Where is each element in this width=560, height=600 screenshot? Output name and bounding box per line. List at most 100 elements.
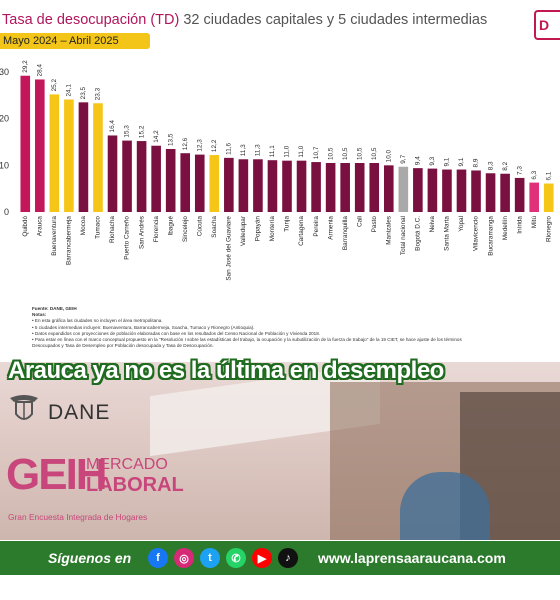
- category-label: San Andrés: [138, 216, 145, 249]
- category-label: Sincelejo: [182, 216, 189, 242]
- category-label: Inírida: [516, 216, 523, 234]
- category-label: Pasto: [371, 216, 378, 233]
- notes-line: Desocupados y Tasa de Desempleo por Pobl…: [32, 343, 214, 349]
- bar: [296, 160, 307, 212]
- headline-text: Arauca ya no es la última en desempleo: [8, 357, 444, 384]
- bar-chart: 0 10 20 30 29,2 Quibdó 28,4 Arauca 25,2 Buenavent…: [0, 60, 554, 281]
- geih-subtitle: Gran Encuesta Integrada de Hogares: [8, 512, 148, 522]
- bar-value-label: 11,6: [226, 142, 233, 154]
- bar: [165, 149, 176, 212]
- bar: [267, 160, 278, 212]
- background-photo: [0, 362, 560, 540]
- geih-logo: GEIH MERCADO LABORAL Gran Encuesta Integ…: [6, 450, 206, 530]
- bar-value-label: 29,2: [22, 60, 29, 73]
- bar: [224, 157, 234, 212]
- category-label: Cartagena: [298, 216, 305, 246]
- bar-value-label: 9,4: [415, 156, 422, 165]
- category-label: Riohacha: [109, 216, 116, 243]
- bar: [180, 153, 191, 212]
- category-label: Soacha: [211, 216, 218, 238]
- bar-value-label: 8,3: [487, 161, 494, 170]
- category-label: Cúcuta: [196, 216, 203, 237]
- category-label: Barrancabermeja: [66, 216, 73, 265]
- bar-value-label: 9,3: [429, 156, 436, 165]
- category-label: Barranquilla: [342, 216, 349, 251]
- website-link[interactable]: www.laprensaaraucana.com: [318, 550, 506, 566]
- laboral-text: LABORAL: [86, 474, 184, 496]
- dane-wordmark: DANE: [48, 401, 111, 424]
- category-label: Bogotá D.C.: [415, 216, 422, 251]
- bar: [93, 103, 103, 212]
- category-label: Quibdó: [22, 216, 29, 237]
- category-label: Montería: [269, 216, 276, 242]
- bar-value-label: 11,0: [298, 145, 305, 157]
- notes-line: • Para estar en línea con el marco conce…: [32, 337, 462, 343]
- youtube-icon[interactable]: ▶: [252, 548, 272, 568]
- category-label: Medellín: [502, 216, 509, 241]
- bar-value-label: 10,5: [327, 147, 334, 160]
- y-tick-label: 20: [0, 114, 9, 124]
- bottom-strip: [0, 575, 560, 600]
- chart-panel: Tasa de desocupación (TD) 32 ciudades ca…: [0, 10, 560, 349]
- bar-value-label: 28,4: [36, 64, 43, 77]
- twitter-icon[interactable]: t: [200, 548, 220, 568]
- bar: [136, 141, 147, 212]
- bar: [427, 168, 438, 212]
- bar: [107, 135, 118, 212]
- bar: [456, 169, 467, 212]
- bar-value-label: 15,2: [138, 125, 145, 138]
- bar: [64, 99, 74, 212]
- social-links: f ◎ t ✆ ▶ ♪: [148, 548, 298, 568]
- bar-value-label: 15,3: [124, 125, 131, 138]
- bar-value-label: 25,2: [51, 79, 58, 92]
- bar-value-label: 23,3: [95, 87, 102, 100]
- bar: [398, 166, 409, 212]
- category-label: Bucaramanga: [487, 216, 494, 256]
- bar: [514, 177, 525, 212]
- bar-value-label: 6,3: [531, 170, 538, 179]
- bar-value-label: 7,3: [516, 166, 523, 175]
- category-label: Tunja: [284, 216, 291, 232]
- bar: [369, 163, 380, 212]
- bar: [151, 145, 161, 212]
- y-tick-label: 30: [0, 67, 9, 77]
- category-label: Pereira: [313, 216, 320, 237]
- bar: [543, 183, 554, 212]
- category-label: Total nacional: [400, 216, 407, 255]
- category-label: Manizales: [385, 216, 392, 245]
- category-label: Ibagué: [167, 216, 174, 236]
- bar: [122, 140, 132, 212]
- bar-value-label: 23,5: [80, 86, 87, 99]
- geih-mark: GEIH: [6, 450, 108, 499]
- facebook-icon[interactable]: f: [148, 548, 168, 568]
- headline: Arauca ya no es la última en desempleo: [0, 357, 560, 385]
- whatsapp-icon[interactable]: ✆: [226, 548, 246, 568]
- bar: [354, 163, 365, 212]
- bar-value-label: 6,1: [545, 171, 552, 180]
- bar: [471, 170, 481, 212]
- instagram-icon[interactable]: ◎: [174, 548, 194, 568]
- bar-value-label: 10,0: [385, 149, 392, 162]
- bar: [413, 168, 423, 212]
- footer-bar: Síguenos en f ◎ t ✆ ▶ ♪ www.laprensaarau…: [0, 541, 560, 575]
- category-label: Tumaco: [95, 216, 102, 239]
- dane-logo: [6, 392, 146, 426]
- bar: [194, 154, 205, 212]
- tiktok-icon[interactable]: ♪: [278, 548, 298, 568]
- chart-notes: Fuente: DANE, GEIH Notas: • En esta gráf…: [32, 306, 552, 349]
- bar: [325, 163, 336, 212]
- category-label: Puerto Carreño: [124, 216, 131, 260]
- coat-of-arms-icon: [10, 395, 38, 420]
- category-label: Neiva: [429, 216, 436, 233]
- bar-value-label: 24,1: [66, 84, 73, 97]
- bar-value-label: 11,3: [255, 144, 262, 156]
- bar: [238, 159, 249, 212]
- notes-line: • 5 ciudades intermedias incluyen: Buena…: [32, 324, 255, 330]
- notes-line: • En esta gráfica las ciudades no incluy…: [32, 318, 163, 324]
- bar-value-label: 8,2: [502, 161, 509, 170]
- bar-value-label: 10,7: [313, 146, 320, 159]
- bar-value-label: 16,4: [109, 120, 116, 133]
- notes-line: • Datos expandidos con proyecciones de p…: [32, 330, 321, 336]
- bar: [35, 79, 45, 212]
- follow-label: Síguenos en: [48, 550, 132, 566]
